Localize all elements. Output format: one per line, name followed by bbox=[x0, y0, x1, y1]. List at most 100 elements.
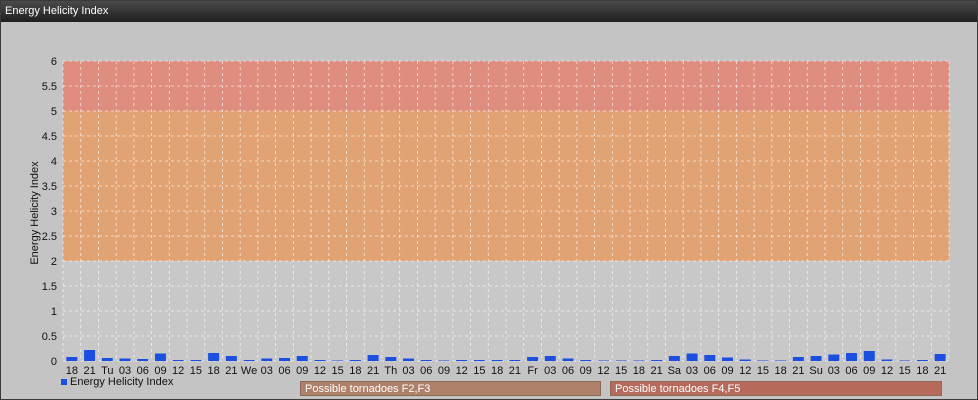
y-tick-label: 1.5 bbox=[42, 281, 57, 293]
x-tick-label: We bbox=[241, 365, 257, 377]
x-tick-label: 06 bbox=[420, 365, 432, 377]
band-label-f2f3: Possible tornadoes F2,F3 bbox=[300, 381, 601, 396]
bar bbox=[651, 360, 663, 361]
y-tick-label: 5 bbox=[51, 106, 57, 118]
x-tick-label: 21 bbox=[225, 365, 237, 377]
x-tick-label: 18 bbox=[775, 365, 787, 377]
y-tick-label: 2.5 bbox=[42, 231, 57, 243]
bar bbox=[509, 360, 521, 361]
bar bbox=[225, 356, 237, 361]
x-tick-label: 06 bbox=[137, 365, 149, 377]
bar bbox=[544, 356, 556, 361]
x-tick-label: 18 bbox=[916, 365, 928, 377]
legend-label: Energy Helicity Index bbox=[70, 376, 174, 388]
bar bbox=[332, 360, 344, 361]
bar bbox=[367, 355, 379, 361]
x-tick-label: 12 bbox=[739, 365, 751, 377]
bar bbox=[279, 358, 290, 361]
x-tick-label: 21 bbox=[83, 365, 95, 377]
bar bbox=[580, 360, 592, 361]
bar bbox=[172, 360, 184, 361]
x-tick-label: 15 bbox=[615, 365, 627, 377]
bar bbox=[403, 358, 415, 361]
x-tick-label: 12 bbox=[597, 365, 609, 377]
bar bbox=[296, 356, 308, 361]
y-tick-label: 0.5 bbox=[42, 331, 57, 343]
x-tick-label: 03 bbox=[261, 365, 273, 377]
bar bbox=[881, 359, 893, 361]
y-tick-label: 3.5 bbox=[42, 181, 57, 193]
x-tick-label: 03 bbox=[686, 365, 698, 377]
bar bbox=[491, 360, 503, 361]
bar bbox=[597, 360, 609, 361]
band-label-f4f5: Possible tornadoes F4,F5 bbox=[610, 381, 942, 396]
square-icon bbox=[61, 379, 67, 385]
y-tick-label: 2 bbox=[51, 256, 57, 268]
y-tick-label: 0 bbox=[51, 356, 57, 368]
x-tick-label: 06 bbox=[278, 365, 290, 377]
y-tick-label: 5.5 bbox=[42, 81, 57, 93]
y-axis-label: Energy Helicity Index bbox=[29, 161, 41, 265]
bar bbox=[438, 360, 450, 361]
x-tick-label: 12 bbox=[314, 365, 326, 377]
x-tick-label: 21 bbox=[934, 365, 946, 377]
y-axis-ticks: 0 0.5 1 1.5 2 2.5 3 3.5 4 4.5 5 5.5 6 bbox=[42, 56, 57, 368]
x-tick-label: 09 bbox=[296, 365, 308, 377]
legend[interactable]: Energy Helicity Index bbox=[61, 376, 173, 388]
x-tick-label: Fr bbox=[527, 365, 538, 377]
y-tick-label: 3 bbox=[51, 206, 57, 218]
bar bbox=[810, 356, 822, 361]
bar bbox=[243, 360, 255, 361]
bar bbox=[208, 353, 220, 361]
x-tick-label: 15 bbox=[757, 365, 769, 377]
bar bbox=[190, 360, 202, 361]
x-tick-label: 09 bbox=[863, 365, 875, 377]
x-tick-label: Su bbox=[809, 365, 822, 377]
bar bbox=[473, 360, 485, 361]
bar bbox=[66, 357, 78, 361]
x-tick-label: 12 bbox=[172, 365, 184, 377]
bar bbox=[119, 358, 131, 361]
x-tick-label: 18 bbox=[491, 365, 503, 377]
x-tick-label: 03 bbox=[402, 365, 414, 377]
bar bbox=[420, 360, 432, 361]
x-tick-label: 18 bbox=[207, 365, 219, 377]
x-tick-label: 15 bbox=[899, 365, 911, 377]
bar bbox=[668, 356, 680, 361]
bar bbox=[916, 360, 928, 361]
x-tick-label: 12 bbox=[881, 365, 893, 377]
bar bbox=[934, 354, 946, 361]
bar bbox=[792, 357, 804, 361]
bar bbox=[261, 358, 273, 361]
bar bbox=[137, 359, 149, 361]
bar bbox=[757, 360, 769, 361]
x-tick-label: 18 bbox=[66, 365, 78, 377]
x-tick-label: 21 bbox=[367, 365, 379, 377]
bar bbox=[686, 353, 698, 361]
bar bbox=[456, 360, 468, 361]
x-tick-label: 09 bbox=[721, 365, 733, 377]
x-tick-label: 21 bbox=[792, 365, 804, 377]
x-tick-label: 09 bbox=[154, 365, 166, 377]
x-tick-label: 15 bbox=[190, 365, 202, 377]
bar bbox=[615, 360, 627, 361]
window-title: Energy Helicity Index bbox=[5, 5, 109, 17]
bar bbox=[704, 355, 716, 361]
bar bbox=[527, 357, 539, 361]
x-tick-label: 15 bbox=[473, 365, 485, 377]
bar bbox=[385, 357, 397, 361]
bar-series bbox=[66, 350, 946, 361]
bar bbox=[899, 360, 911, 361]
bar bbox=[633, 360, 645, 361]
bar bbox=[775, 360, 787, 361]
bar bbox=[739, 359, 751, 361]
x-axis-ticks: 18 21 Tu 03 06 09 12 15 18 21 We 03 06 09 12 15 18 21 Th 03… bbox=[66, 365, 947, 377]
bar bbox=[314, 360, 326, 361]
x-tick-label: 03 bbox=[544, 365, 556, 377]
bar bbox=[863, 351, 875, 361]
bar bbox=[154, 353, 166, 361]
bar bbox=[349, 360, 361, 361]
bar bbox=[722, 357, 733, 361]
